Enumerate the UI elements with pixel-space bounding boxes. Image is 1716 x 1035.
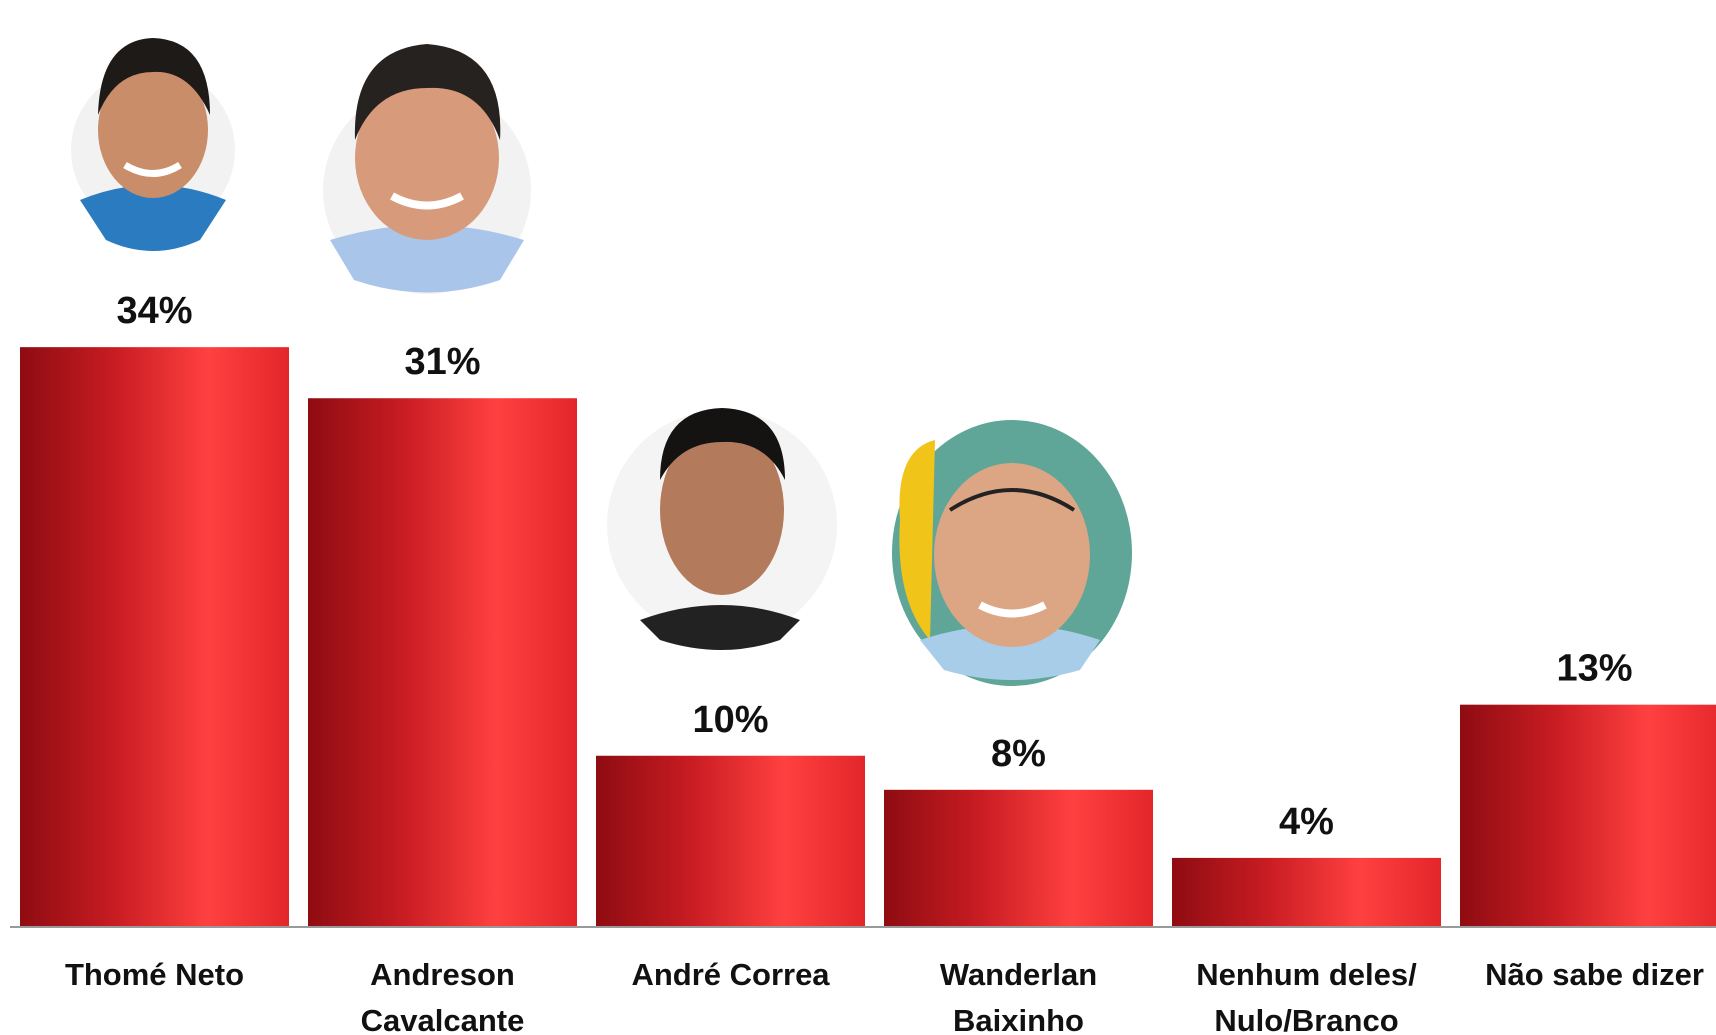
bar bbox=[884, 789, 1153, 926]
candidate-photo bbox=[71, 38, 235, 251]
candidate-photo bbox=[607, 408, 837, 650]
bar bbox=[1460, 704, 1716, 926]
x-tick-label: Andreson Cavalcante bbox=[361, 957, 525, 1035]
value-label: 13% bbox=[1556, 648, 1632, 690]
value-label: 4% bbox=[1279, 801, 1334, 843]
x-tick-label: Wanderlan Baixinho bbox=[940, 957, 1097, 1035]
x-tick-label: Thomé Neto bbox=[65, 957, 244, 992]
value-label: 8% bbox=[991, 733, 1046, 775]
bar bbox=[20, 347, 289, 926]
x-tick-label: Nenhum deles/Nulo/Branco bbox=[1196, 957, 1417, 1035]
candidate-photo bbox=[323, 44, 531, 294]
photos bbox=[71, 38, 1132, 686]
bar bbox=[308, 398, 577, 927]
value-label: 10% bbox=[692, 699, 768, 741]
bar bbox=[596, 755, 865, 926]
value-label: 31% bbox=[404, 341, 480, 383]
bar bbox=[1172, 857, 1441, 926]
value-label: 34% bbox=[116, 290, 192, 332]
x-tick-label: Não sabe dizer bbox=[1485, 957, 1704, 992]
candidate-photo bbox=[892, 420, 1132, 686]
x-tick-label: André Correa bbox=[631, 957, 830, 992]
